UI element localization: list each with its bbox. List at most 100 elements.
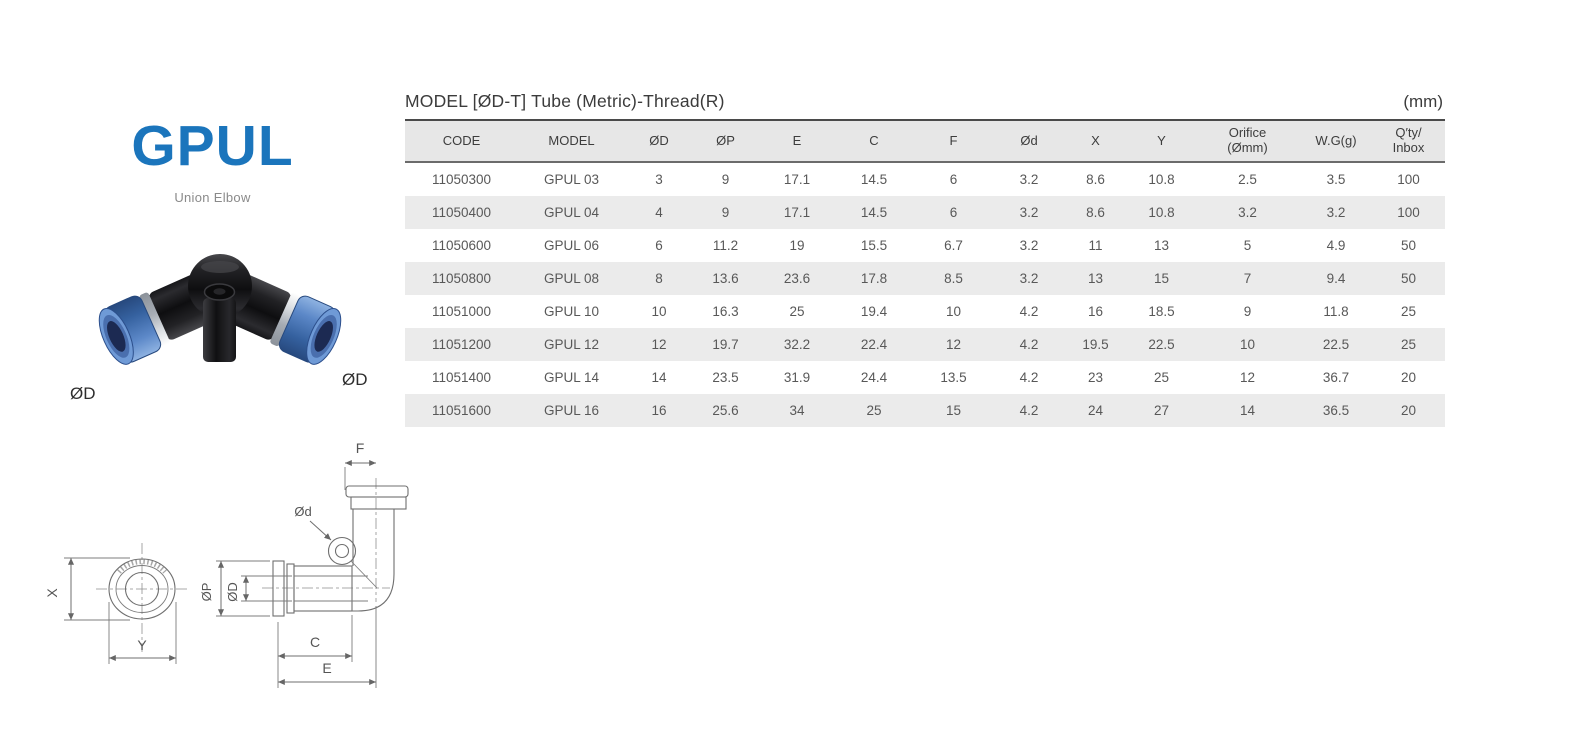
table-cell: 19.7 (693, 328, 758, 361)
table-cell: 17.1 (758, 196, 836, 229)
table-cell: 14 (1195, 394, 1300, 427)
dim-label-op: ØP (199, 583, 214, 602)
table-cell: GPUL 14 (543, 370, 600, 385)
table-cell: 4.2 (995, 394, 1063, 427)
table-cell: 3.2 (1195, 196, 1300, 229)
table-cell: 11.2 (712, 238, 739, 253)
table-cell: 11051600 (405, 394, 518, 427)
table-cell: 11.8 (1323, 304, 1349, 319)
unit-label: (mm) (1403, 92, 1443, 111)
table-cell: GPUL 06 (543, 238, 600, 253)
table-cell: 11050300 (431, 172, 492, 187)
photo-stem (203, 298, 236, 362)
table-cell: 13 (1153, 238, 1170, 253)
table-cell: 27 (1128, 394, 1195, 427)
table-cell: GPUL 08 (518, 262, 625, 295)
table-cell: 17.1 (783, 172, 811, 187)
column-header: E (758, 119, 836, 163)
table-cell: 23 (1087, 370, 1104, 385)
table-cell: 15.5 (860, 238, 888, 253)
table-cell: 10 (651, 304, 667, 319)
table-cell: 31.9 (783, 370, 811, 385)
dim-label-od: ØD (225, 582, 240, 602)
table-cell: 3.2 (995, 262, 1063, 295)
column-header: Q′ty/ Inbox (1372, 119, 1445, 163)
table-cell: 100 (1372, 196, 1445, 229)
table-cell: 25.6 (693, 394, 758, 427)
table-row: 11051600 GPUL 16 16 25.6 34 25 15 4.2 24 27 14 36.5… (405, 394, 1445, 427)
table-cell: 22.4 (836, 328, 912, 361)
dim-label-orifice: Ød (294, 504, 311, 519)
column-header: Y (1128, 119, 1195, 163)
table-cell: 11051200 (405, 328, 518, 361)
table-cell: 11050400 (405, 196, 518, 229)
table-cell: 17.8 (836, 262, 912, 295)
table-cell: GPUL 16 (518, 394, 625, 427)
table-cell: 18.5 (1148, 304, 1175, 319)
table-cell: 9 (693, 196, 758, 229)
table-cell: 36.7 (1322, 370, 1350, 385)
column-header: W.G(g) (1300, 119, 1372, 163)
series-logo: GPUL (131, 114, 294, 178)
table-cell: 19.5 (1063, 328, 1128, 361)
table-cell: 100 (1397, 172, 1420, 187)
product-name: Union Elbow (174, 190, 251, 205)
table-cell: 25 (1400, 304, 1417, 319)
table-cell: 8.6 (1063, 196, 1128, 229)
table-cell: 25 (836, 394, 912, 427)
table-row: 11051400 GPUL 14 14 23.5 31.9 24.4 13.5 4.2 23 25… (405, 361, 1445, 394)
table-cell: GPUL 12 (518, 328, 625, 361)
table-cell: 25 (789, 304, 805, 319)
product-photo (91, 254, 349, 370)
table-cell: 50 (1372, 262, 1445, 295)
column-header: F (912, 119, 995, 163)
dim-label-c: C (310, 634, 320, 650)
technical-drawing: X Y Ød (44, 440, 409, 688)
table-cell: 7 (1195, 262, 1300, 295)
table-cell: 3.2 (1300, 196, 1372, 229)
table-cell: 22.5 (1128, 328, 1195, 361)
dim-label-x: X (44, 588, 60, 598)
column-header: MODEL (518, 119, 625, 163)
table-cell: 3.2 (995, 196, 1063, 229)
table-cell: 50 (1400, 238, 1417, 253)
table-cell: 2.5 (1238, 172, 1257, 187)
table-cell: 4 (625, 196, 693, 229)
spec-header-line: MODEL [ØD-T] Tube (Metric)-Thread(R) (mm… (405, 91, 1445, 119)
photo-label-od-right: ØD (342, 370, 368, 389)
table-row: 11051200 GPUL 12 12 19.7 32.2 22.4 12 4.2 19.5 22… (405, 328, 1445, 361)
table-cell: 12 (625, 328, 693, 361)
table-cell: 14.5 (836, 196, 912, 229)
table-cell: 13 (1063, 262, 1128, 295)
dim-label-e: E (322, 660, 331, 676)
table-cell: 16 (1087, 304, 1104, 319)
table-cell: 10 (1195, 328, 1300, 361)
table-row: 11050800 GPUL 08 8 13.6 23.6 17.8 8.5 3.2 13 15 7 9… (405, 262, 1445, 295)
table-cell: 4.2 (1019, 370, 1039, 385)
table-row: 11050400 GPUL 04 4 9 17.1 14.5 6 3.2 8.6 10.8 3.2 3… (405, 196, 1445, 229)
table-cell: 23.5 (712, 370, 739, 385)
table-cell: 8.5 (912, 262, 995, 295)
table-title: MODEL [ØD-T] Tube (Metric)-Thread(R) (405, 91, 725, 111)
table-row: 11051000 GPUL 10 10 16.3 25 19.4 10 4.2 16 18.5 9 1… (405, 295, 1445, 328)
table-cell: 14.5 (860, 172, 888, 187)
column-header: ØD (625, 119, 693, 163)
table-cell: 22.5 (1300, 328, 1372, 361)
spec-table: CODE MODEL ØD ØP E C F Ød X Y Orifice (Ømm) W.G(g) Q… (405, 119, 1445, 427)
column-header: Orifice (Ømm) (1195, 119, 1300, 163)
photo-port-bore (213, 288, 226, 295)
table-cell: GPUL 10 (543, 304, 600, 319)
table-cell: 11 (1088, 238, 1103, 253)
table-cell: GPUL 04 (518, 196, 625, 229)
dim-label-y: Y (137, 637, 147, 653)
table-cell: 9 (721, 172, 730, 187)
table-cell: 4.9 (1326, 238, 1346, 253)
table-cell: 9.4 (1300, 262, 1372, 295)
table-cell: 8.6 (1086, 172, 1105, 187)
table-cell: 34 (758, 394, 836, 427)
column-header: ØP (693, 119, 758, 163)
table-cell: 10.8 (1148, 172, 1175, 187)
table-cell: 4.2 (995, 328, 1063, 361)
spec-section: MODEL [ØD-T] Tube (Metric)-Thread(R) (mm… (405, 91, 1445, 427)
table-cell: 3.2 (1019, 172, 1039, 187)
